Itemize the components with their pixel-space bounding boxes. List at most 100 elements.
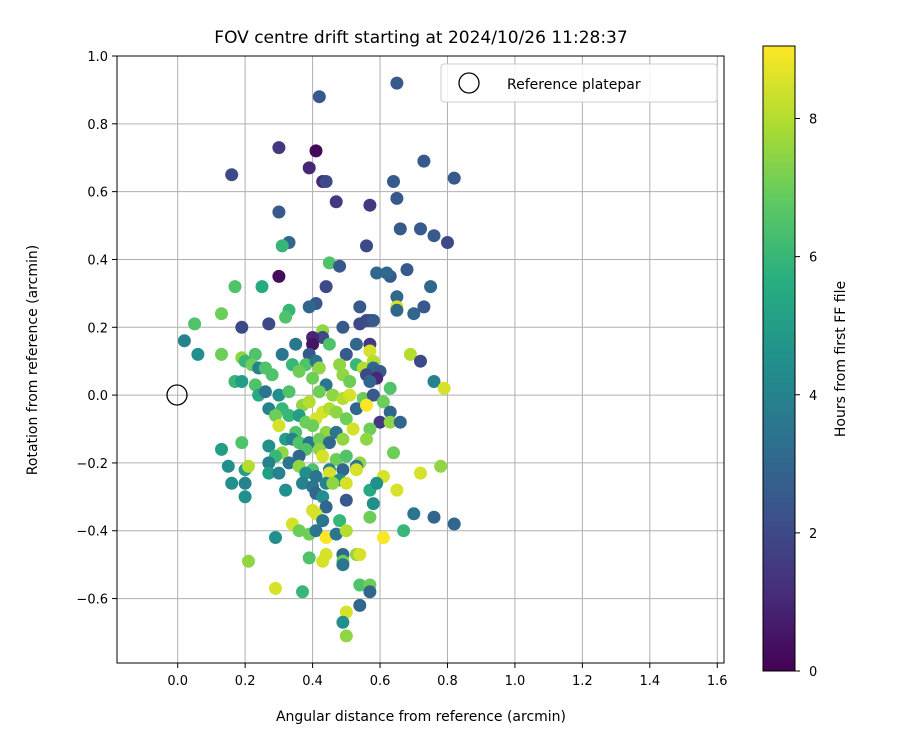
y-tick-label: −0.4: [76, 525, 108, 540]
scatter-point: [279, 310, 293, 324]
scatter-point: [376, 531, 390, 544]
scatter-point: [390, 290, 404, 304]
scatter-point: [360, 432, 373, 446]
legend: Reference platepar: [440, 63, 718, 103]
scatter-point: [390, 76, 404, 90]
scatter-point: [262, 456, 276, 470]
scatter-point: [326, 476, 340, 490]
scatter-point: [269, 581, 282, 595]
scatter-point: [316, 514, 330, 528]
scatter-point: [319, 531, 333, 544]
scatter-point: [447, 517, 461, 531]
scatter-point: [235, 320, 249, 334]
scatter-point: [383, 415, 397, 429]
scatter-point: [414, 466, 427, 480]
scatter-point: [296, 585, 309, 599]
scatter-point: [360, 239, 373, 253]
scatter-point: [275, 239, 289, 253]
scatter-point: [366, 497, 380, 511]
scatter-point: [312, 361, 326, 375]
scatter-point: [309, 470, 323, 483]
plot-frame: [116, 55, 725, 664]
scatter-point: [272, 388, 286, 402]
scatter-point: [353, 317, 367, 331]
scatter-point: [393, 415, 407, 429]
colorbar-label: Hours from first FF file: [833, 281, 849, 437]
x-axis-ticks: 0.0 0.2 0.4 0.6 0.8 1.0 1.2 1.4 1.6: [167, 663, 728, 689]
scatter-point: [302, 161, 316, 175]
scatter-point: [242, 459, 255, 473]
scatter-point: [322, 337, 336, 351]
colorbar-ticks: 0 2 4 6 8: [795, 113, 817, 680]
scatter-point: [269, 409, 282, 422]
scatter-point: [417, 154, 431, 168]
scatter-point: [370, 266, 384, 280]
scatter-point: [329, 195, 343, 209]
y-tick-label: 0.0: [87, 389, 108, 404]
scatter-point: [353, 548, 367, 561]
scatter-point: [319, 500, 333, 514]
scatter-point: [272, 466, 286, 480]
scatter-point: [302, 395, 316, 409]
scatter-point: [255, 280, 269, 294]
y-tick-label: 0.2: [87, 321, 108, 336]
scatter-point: [333, 358, 347, 372]
y-tick-label: −0.6: [76, 593, 108, 608]
scatter-point: [339, 493, 353, 507]
y-tick-label: 0.8: [87, 118, 108, 133]
scatter-point: [319, 280, 333, 294]
scatter-point: [306, 337, 320, 351]
scatter-point: [390, 191, 404, 205]
x-tick-label: 1.4: [639, 674, 660, 689]
scatter-point: [188, 317, 202, 331]
y-tick-label: 1.0: [87, 50, 108, 65]
scatter-point: [215, 442, 228, 456]
scatter-point: [319, 175, 333, 188]
scatter-point: [414, 222, 427, 236]
scatter-point: [363, 510, 377, 524]
scatter-point: [326, 388, 340, 402]
scatter-point: [387, 175, 400, 188]
scatter-points: [177, 76, 461, 643]
colorbar-tick-label: 6: [809, 251, 817, 266]
scatter-point: [322, 466, 336, 480]
scatter-point: [370, 476, 384, 490]
x-tick-label: 0.6: [370, 674, 391, 689]
scatter-point: [353, 598, 367, 612]
scatter-point: [248, 347, 262, 361]
scatter-point: [339, 347, 353, 361]
scatter-point: [316, 490, 330, 504]
scatter-point: [447, 171, 461, 185]
scatter-point: [363, 375, 377, 388]
x-axis-label: Angular distance from reference (arcmin): [276, 709, 566, 725]
scatter-point: [343, 388, 357, 402]
scatter-point: [363, 422, 377, 436]
scatter-point: [366, 388, 380, 402]
scatter-point: [265, 368, 279, 382]
scatter-point: [434, 459, 448, 473]
scatter-point: [380, 266, 394, 280]
x-tick-label: 0.4: [302, 674, 323, 689]
scatter-point: [262, 317, 276, 331]
x-tick-label: 0.2: [235, 674, 256, 689]
scatter-point: [299, 466, 313, 480]
scatter-point: [292, 524, 306, 538]
scatter-point: [339, 629, 353, 643]
colorbar-tick-label: 8: [809, 113, 817, 128]
scatter-point: [353, 578, 367, 592]
scatter-point: [269, 531, 282, 544]
y-tick-label: 0.6: [87, 186, 108, 201]
x-tick-label: 1.2: [572, 674, 593, 689]
scatter-point: [322, 436, 336, 450]
scatter-point: [296, 476, 309, 490]
scatter-point: [322, 256, 336, 270]
scatter-point: [225, 168, 239, 182]
y-axis-ticks: −0.6 −0.4 −0.2 0.0 0.2 0.4 0.6 0.8 1.0: [76, 50, 117, 608]
scatter-point: [373, 415, 387, 429]
scatter-point: [329, 405, 343, 419]
x-tick-label: 1.0: [505, 674, 526, 689]
scatter-point: [272, 419, 286, 433]
scatter-point: [312, 432, 326, 446]
y-tick-label: 0.4: [87, 253, 108, 268]
